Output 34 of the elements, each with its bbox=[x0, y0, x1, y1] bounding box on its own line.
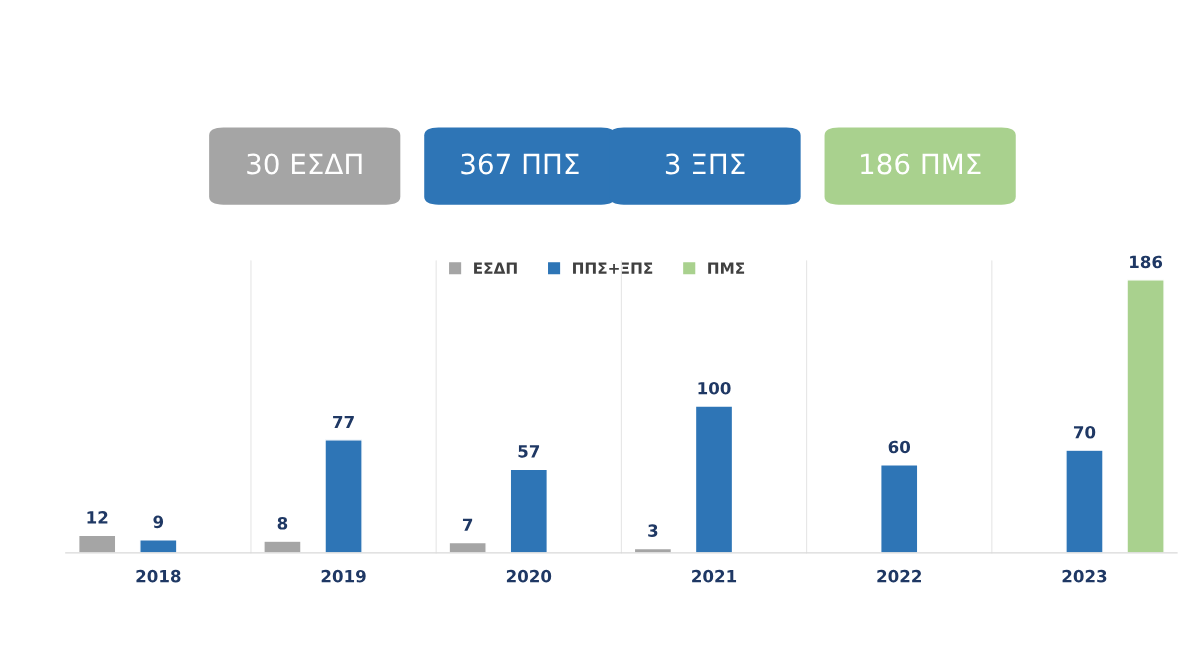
legend-label: ΠΜΣ bbox=[708, 262, 745, 274]
bar bbox=[509, 468, 549, 553]
text: 186 ΠΜΣ bbox=[861, 153, 981, 175]
legend-label: ΠΠΣ+ΞΠΣ bbox=[573, 262, 653, 274]
x-tick-label: 2021 bbox=[692, 569, 737, 583]
data-label: 60 bbox=[888, 440, 911, 454]
x-tick-label: 2020 bbox=[506, 569, 552, 583]
text: 30 ΕΣΔΠ bbox=[247, 153, 362, 175]
data-label: 186 bbox=[1130, 255, 1163, 269]
data-label: 3 bbox=[648, 524, 658, 537]
data-label: 9 bbox=[153, 515, 164, 529]
data-label: 8 bbox=[277, 516, 288, 530]
text: 367 ΠΠΣ bbox=[461, 153, 579, 175]
data-label: 57 bbox=[518, 445, 540, 458]
data-label: 7 bbox=[462, 518, 473, 531]
data-label: 100 bbox=[698, 381, 731, 395]
x-tick-label: 2019 bbox=[321, 569, 366, 583]
bar bbox=[448, 541, 487, 553]
x-tick-label: 2022 bbox=[877, 569, 921, 583]
x-tick-label: 2018 bbox=[136, 569, 181, 583]
legend-label: ΕΣΔΠ bbox=[474, 262, 517, 274]
data-label: 12 bbox=[87, 511, 108, 524]
x-tick-label: 2023 bbox=[1062, 569, 1107, 583]
data-label: 77 bbox=[333, 415, 354, 429]
data-label: 70 bbox=[1073, 425, 1096, 439]
bar bbox=[324, 439, 363, 553]
bar bbox=[880, 464, 919, 553]
bar bbox=[694, 405, 734, 553]
text: 3 ΞΠΣ bbox=[665, 153, 745, 175]
bar bbox=[139, 538, 178, 553]
bar bbox=[1065, 449, 1104, 553]
bar bbox=[1126, 279, 1165, 553]
bar bbox=[263, 540, 302, 553]
bar bbox=[77, 534, 117, 553]
